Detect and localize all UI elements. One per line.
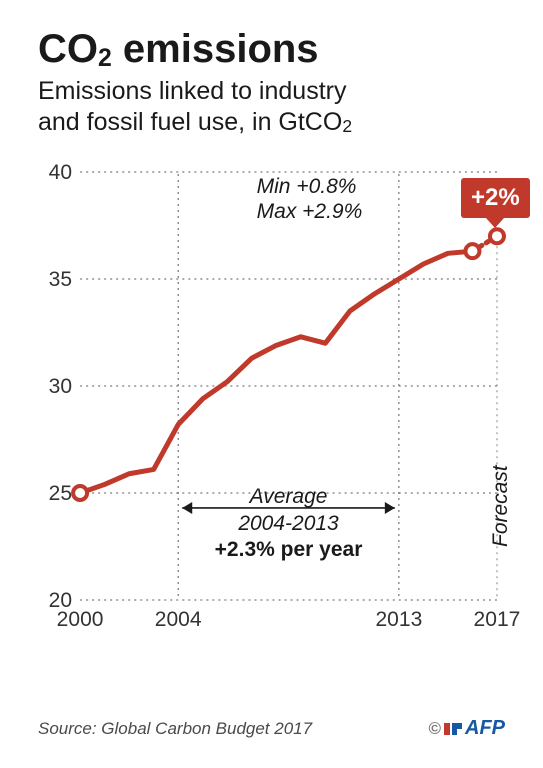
svg-text:2013: 2013	[375, 608, 422, 631]
average-annotation: Average 2004-2013 +2.3% per year	[199, 484, 379, 563]
avg-line1: Average	[199, 484, 379, 510]
forecast-callout-text: +2%	[471, 184, 520, 211]
chart-footer: Source: Global Carbon Budget 2017 © AFP	[38, 715, 509, 742]
minmax-annotation: Min +0.8% Max +2.9%	[257, 174, 363, 224]
chart-area: 20253035402000200420132017 Min +0.8% Max…	[38, 164, 509, 634]
forecast-axis-label: Forecast	[489, 465, 513, 547]
line-chart-svg: 20253035402000200420132017	[38, 164, 509, 634]
min-label: Min +0.8%	[257, 174, 363, 199]
afp-logo: © AFP	[424, 715, 509, 742]
svg-text:2017: 2017	[474, 608, 521, 631]
copyright-symbol: ©	[428, 719, 441, 739]
chart-subtitle: Emissions linked to industryand fossil f…	[16, 72, 527, 137]
source-text: Source: Global Carbon Budget 2017	[38, 719, 312, 739]
svg-text:30: 30	[49, 375, 72, 398]
forecast-callout: +2%	[461, 178, 530, 218]
chart-title: CO2 emissions	[16, 16, 527, 72]
svg-text:35: 35	[49, 268, 72, 291]
afp-text: AFP	[465, 717, 505, 740]
max-label: Max +2.9%	[257, 199, 363, 224]
svg-text:2004: 2004	[155, 608, 202, 631]
svg-text:40: 40	[49, 161, 72, 184]
avg-line2: 2004-2013	[199, 511, 379, 537]
svg-text:25: 25	[49, 482, 72, 505]
avg-line3: +2.3% per year	[199, 537, 379, 563]
afp-logo-icon	[443, 719, 463, 739]
svg-text:2000: 2000	[57, 608, 104, 631]
